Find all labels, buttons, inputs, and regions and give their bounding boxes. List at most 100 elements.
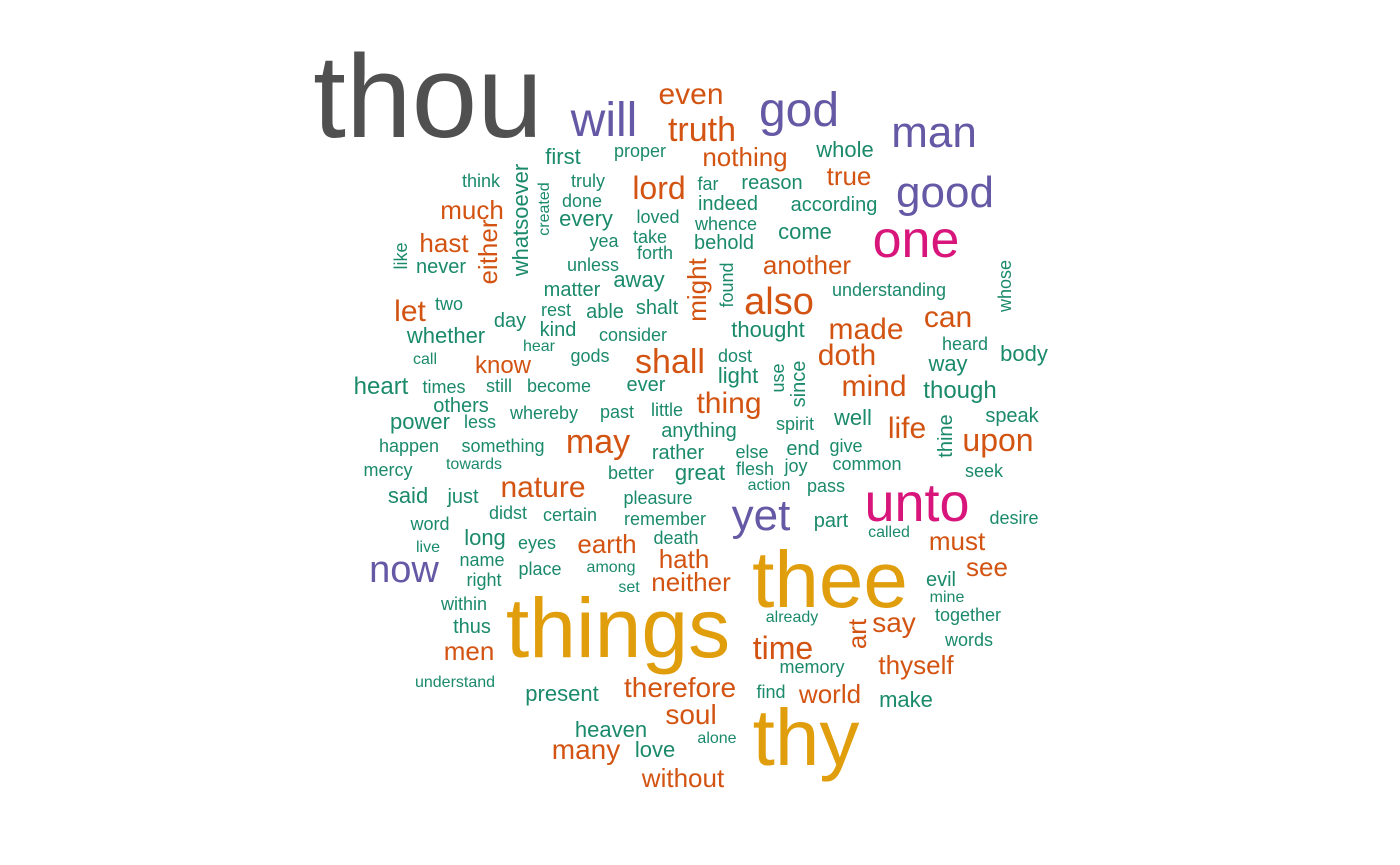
word-understand: understand [414,674,496,691]
word-think: think [461,171,501,191]
word-proper: proper [613,141,667,161]
word-times: times [422,377,466,397]
word-may: may [565,423,631,461]
word-word: word [410,514,450,534]
word-alone: alone [697,730,737,747]
word-truth: truth [667,111,737,149]
word-ever: ever [626,374,666,396]
word-pleasure: pleasure [623,488,693,508]
word-thee: thee [752,535,908,624]
word-time: time [752,630,814,666]
word-flesh: flesh [735,459,775,479]
word-say: say [872,607,916,638]
word-use: use [768,363,788,393]
word-just: just [447,486,479,508]
word-hear: hear [522,338,556,355]
word-love: love [634,737,676,762]
word-rather: rather [651,442,705,464]
word-mine: mine [929,589,965,606]
word-behold: behold [693,232,755,254]
word-men: men [443,636,495,666]
word-reason: reason [741,172,803,194]
word-mercy: mercy [363,460,413,480]
word-seek: seek [964,461,1004,481]
word-might: might [682,258,712,322]
word-first: first [545,144,581,169]
word-heard: heard [941,334,989,354]
word-something: something [461,436,545,456]
word-thy: thy [752,693,860,782]
word-can: can [923,301,973,334]
word-live: live [415,539,441,556]
word-never: never [415,256,467,278]
word-hast: hast [419,228,469,258]
word-anything: anything [661,420,737,442]
word-lord: lord [632,170,686,206]
word-thine: thine [935,414,957,458]
word-whole: whole [816,137,874,162]
word-either: either [473,219,503,285]
word-great: great [674,460,726,485]
word-heart: heart [353,373,409,400]
word-two: two [434,294,464,314]
word-present: present [525,681,599,706]
word-whether: whether [406,323,486,348]
word-thus: thus [453,616,491,638]
word-according: according [790,194,878,216]
word-little: little [650,400,684,420]
word-therefore: therefore [623,672,737,703]
word-common: common [832,454,902,474]
word-among: among [586,559,636,576]
word-whence: whence [694,214,758,234]
word-already: already [765,609,819,626]
word-didst: didst [488,503,528,523]
word-shalt: shalt [635,297,679,319]
word-pass: pass [806,476,846,496]
word-still: still [486,376,512,396]
word-loved: loved [636,207,680,227]
word-thou: thou [313,31,543,163]
word-unless: unless [566,255,620,275]
word-action: action [747,477,791,494]
word-indeed: indeed [697,193,759,215]
word-less: less [463,412,497,432]
word-truly: truly [570,171,606,191]
word-make: make [879,687,933,712]
word-found: found [717,262,737,308]
word-desire: desire [989,508,1039,528]
word-evil: evil [925,569,957,591]
word-true: true [826,161,872,191]
word-whereby: whereby [509,403,579,423]
word-nature: nature [500,471,586,504]
word-set: set [618,579,640,596]
word-part: part [813,510,849,532]
word-another: another [762,250,852,280]
word-consider: consider [598,325,668,345]
word-one: one [872,211,960,269]
word-thyself: thyself [878,650,954,680]
word-able: able [586,301,624,323]
word-dost: dost [717,346,753,366]
word-let: let [394,295,426,328]
word-else: else [735,442,769,462]
word-end: end [786,438,820,460]
word-call: call [412,351,438,368]
word-also: also [744,281,814,323]
word-speak: speak [985,405,1039,427]
word-forth: forth [636,243,674,263]
word-take: take [632,227,668,247]
word-see: see [966,552,1008,582]
word-thing: thing [696,387,762,420]
word-rest: rest [540,300,572,320]
word-well: well [834,405,872,430]
word-day: day [493,310,527,332]
word-gods: gods [570,346,610,366]
word-unto: unto [864,473,970,533]
word-together: together [934,605,1002,625]
word-neither: neither [651,567,731,597]
word-words: words [944,630,994,650]
word-shall: shall [635,343,705,381]
word-become: become [526,376,592,396]
word-far: far [697,174,719,194]
word-power: power [390,409,450,434]
